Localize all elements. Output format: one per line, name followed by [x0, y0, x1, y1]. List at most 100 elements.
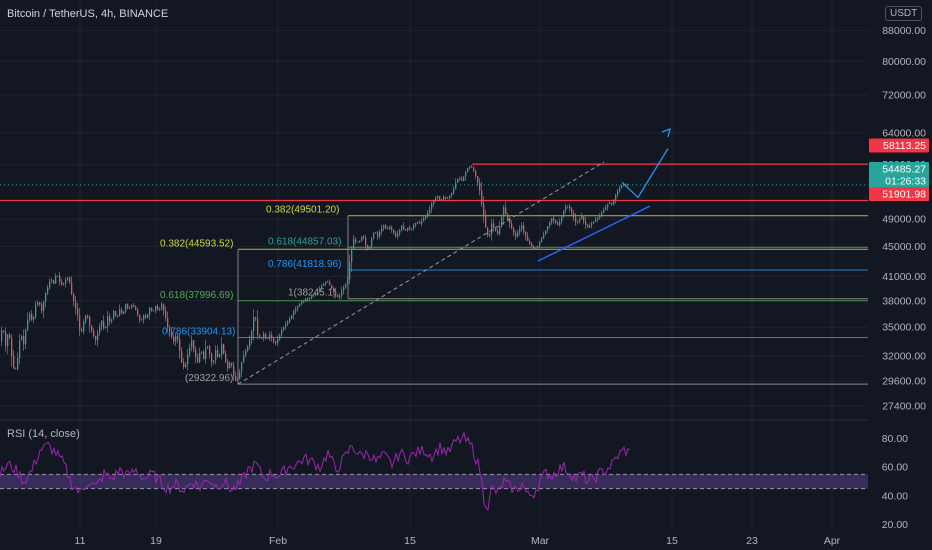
price-tick-label: 80000.00	[882, 56, 926, 68]
candle-body	[19, 340, 21, 359]
price-tick-label: 45000.00	[882, 241, 926, 253]
candle-body	[333, 288, 335, 292]
candle-body	[607, 204, 609, 208]
price-label-bg-1	[869, 162, 929, 176]
price-tick-label: 35000.00	[882, 322, 926, 334]
candle-body	[201, 351, 203, 353]
candle-body	[603, 209, 605, 213]
candle-body	[271, 334, 273, 339]
rsi-line	[0, 431, 631, 511]
candle-body	[529, 240, 531, 244]
candle-body	[437, 196, 439, 198]
candle-body	[241, 362, 243, 372]
candle-body	[149, 307, 151, 315]
candle-body	[227, 361, 229, 369]
candle-body	[169, 327, 171, 333]
candle-body	[553, 218, 555, 221]
candle-body	[315, 293, 317, 295]
candle-body	[353, 239, 355, 249]
candle-body	[423, 218, 425, 221]
candle-body	[561, 217, 563, 222]
candle-body	[119, 309, 121, 316]
candle-body	[245, 351, 247, 356]
candle-body	[375, 232, 377, 234]
price-tick-label: 72000.00	[882, 90, 926, 102]
candle-body	[475, 170, 477, 177]
candle-body	[79, 315, 81, 330]
candle-body	[387, 228, 389, 230]
candle-body	[379, 231, 381, 237]
candle-body	[87, 315, 89, 317]
candle-body	[445, 196, 447, 199]
time-tick-label: 23	[746, 535, 758, 547]
candle-body	[551, 218, 553, 223]
candle-body	[297, 306, 299, 309]
candle-body	[399, 229, 401, 234]
candle-body	[587, 224, 589, 228]
candle-body	[223, 344, 225, 354]
fib-level-label-0: 0.382(49501.20)	[266, 205, 339, 216]
candles	[1, 165, 629, 382]
rsi-indicator-label[interactable]: RSI (14, close)	[7, 428, 80, 440]
candle-body	[409, 227, 411, 230]
candle-body	[127, 304, 129, 309]
candle-body	[381, 228, 383, 232]
candle-body	[419, 222, 421, 224]
candle-body	[237, 379, 239, 381]
candle-body	[323, 284, 325, 286]
candle-body	[533, 246, 535, 250]
candle-body	[537, 245, 539, 249]
candle-body	[125, 304, 127, 312]
price-axis[interactable]: 88000.0080000.0072000.0064000.0058000.00…	[868, 0, 932, 531]
candle-body	[215, 350, 217, 361]
candle-body	[267, 338, 269, 339]
time-axis[interactable]: 11 19 Feb 15 Mar 15 23 Apr	[0, 530, 932, 550]
candle-body	[503, 207, 505, 218]
fib-level-label-7: (29322.96)	[185, 373, 233, 384]
candle-body	[189, 346, 191, 355]
candle-body	[251, 330, 253, 340]
candle-body	[145, 315, 147, 318]
candle-body	[285, 324, 287, 327]
candle-body	[521, 225, 523, 229]
candle-body	[277, 339, 279, 344]
fib-levels: 0.382(49501.20) 0.382(44593.52) 0.618(4485…	[160, 205, 868, 385]
candle-body	[295, 308, 297, 312]
grid	[0, 0, 868, 530]
symbol-title[interactable]: Bitcoin / TetherUS, 4h, BINANCE	[7, 8, 169, 20]
candle-body	[121, 309, 123, 314]
candle-body	[523, 225, 525, 232]
candle-body	[5, 332, 7, 347]
candle-body	[135, 306, 137, 310]
candle-body	[275, 341, 277, 344]
candle-body	[111, 319, 113, 322]
price-label-bg-2	[869, 174, 929, 188]
candle-body	[559, 221, 561, 225]
candle-body	[599, 215, 601, 218]
candle-body	[269, 334, 271, 339]
candle-body	[319, 288, 321, 292]
time-axis-bg	[0, 530, 932, 550]
price-label-text-3: 51901.98	[882, 189, 926, 201]
candle-body	[477, 176, 479, 183]
candle-body	[257, 318, 259, 335]
candle-body	[283, 326, 285, 331]
candle-body	[203, 351, 205, 360]
price-label-text-1: 54485.27	[882, 164, 926, 176]
candle-body	[73, 294, 75, 302]
candle-body	[89, 316, 91, 326]
candle-body	[555, 220, 557, 223]
candle-body	[321, 285, 323, 289]
candle-body	[335, 291, 337, 295]
price-label-text-2: 01:26:33	[885, 176, 926, 188]
currency-unit-badge[interactable]: USDT	[885, 6, 923, 21]
candle-body	[163, 304, 165, 311]
candle-body	[467, 168, 469, 173]
candle-body	[289, 318, 291, 322]
candle-body	[405, 229, 407, 231]
candle-body	[459, 178, 461, 180]
candle-body	[627, 184, 629, 186]
candle-body	[355, 239, 357, 242]
candle-body	[441, 199, 443, 201]
